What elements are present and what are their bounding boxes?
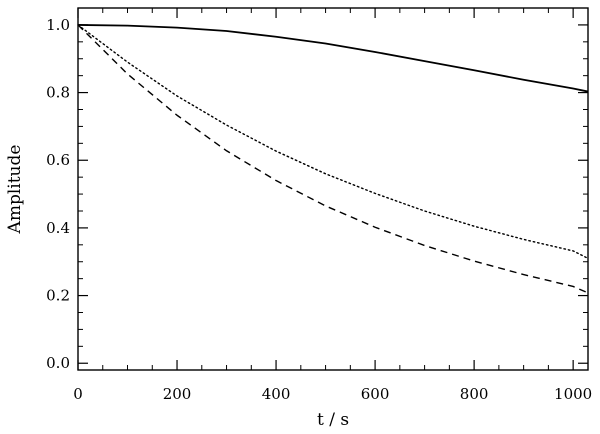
y-tick-label: 0.0 (46, 354, 70, 372)
x-tick-label: 800 (460, 385, 489, 403)
plot-frame (77, 7, 589, 371)
y-tick-label: 1.0 (46, 16, 70, 34)
series-group (77, 24, 589, 294)
x-tick-label: 200 (163, 385, 192, 403)
y-tick-label: 0.2 (46, 287, 70, 305)
y-axis-label: Amplitude (5, 145, 25, 235)
y-tick-label: 0.8 (46, 84, 70, 102)
x-axis-label: t / s (317, 410, 349, 430)
x-tick-label: 600 (361, 385, 390, 403)
y-tick-label: 0.6 (46, 151, 70, 169)
x-tick-label: 0 (73, 385, 83, 403)
tick-labels: 0 200 400 600 800 1000 0.0 0.2 0.4 0.6 0.8 1.0 (46, 16, 592, 403)
x-tick-label: 400 (262, 385, 291, 403)
series-line-solid (77, 24, 589, 93)
x-tick-label: 1000 (554, 385, 592, 403)
series-line-dotted (77, 24, 589, 260)
axis-ticks (77, 8, 588, 370)
y-tick-label: 0.4 (46, 219, 70, 237)
series-line-dashed (77, 24, 589, 294)
